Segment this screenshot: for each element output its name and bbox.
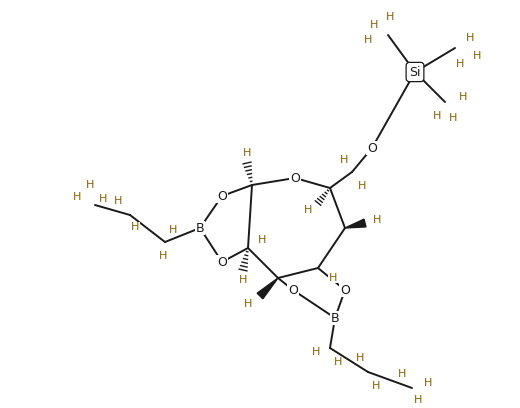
Text: H: H [466, 33, 474, 43]
Text: H: H [244, 299, 252, 309]
Text: H: H [131, 222, 139, 232]
Text: Si: Si [409, 66, 421, 78]
Text: H: H [304, 205, 312, 215]
Text: H: H [114, 196, 122, 206]
Text: B: B [196, 222, 204, 235]
Text: H: H [433, 111, 441, 121]
Text: O: O [288, 284, 298, 297]
Polygon shape [257, 278, 278, 299]
Text: H: H [364, 35, 372, 45]
Text: H: H [159, 251, 167, 261]
Text: H: H [312, 347, 320, 357]
Text: O: O [290, 171, 300, 184]
Text: H: H [424, 378, 432, 388]
Text: H: H [398, 369, 406, 379]
Text: H: H [239, 275, 247, 285]
Text: H: H [386, 12, 394, 22]
Text: H: H [358, 181, 366, 191]
Text: H: H [449, 113, 457, 123]
Text: H: H [356, 353, 364, 363]
Polygon shape [345, 219, 366, 228]
Text: H: H [456, 59, 464, 69]
Text: O: O [217, 189, 227, 202]
Text: H: H [99, 194, 107, 204]
Text: H: H [370, 20, 378, 30]
Text: H: H [459, 92, 467, 102]
Text: B: B [331, 311, 340, 324]
Text: H: H [340, 155, 348, 165]
Text: H: H [334, 357, 342, 367]
Text: H: H [372, 381, 380, 391]
Text: H: H [473, 51, 481, 61]
Text: H: H [86, 180, 94, 190]
Text: H: H [73, 192, 81, 202]
Text: H: H [243, 148, 251, 158]
Text: O: O [340, 284, 350, 297]
Text: H: H [258, 235, 266, 245]
Text: O: O [217, 255, 227, 268]
Text: H: H [373, 215, 381, 225]
Text: H: H [329, 273, 337, 283]
Text: H: H [169, 225, 177, 235]
Text: O: O [367, 142, 377, 155]
Text: H: H [414, 395, 422, 405]
